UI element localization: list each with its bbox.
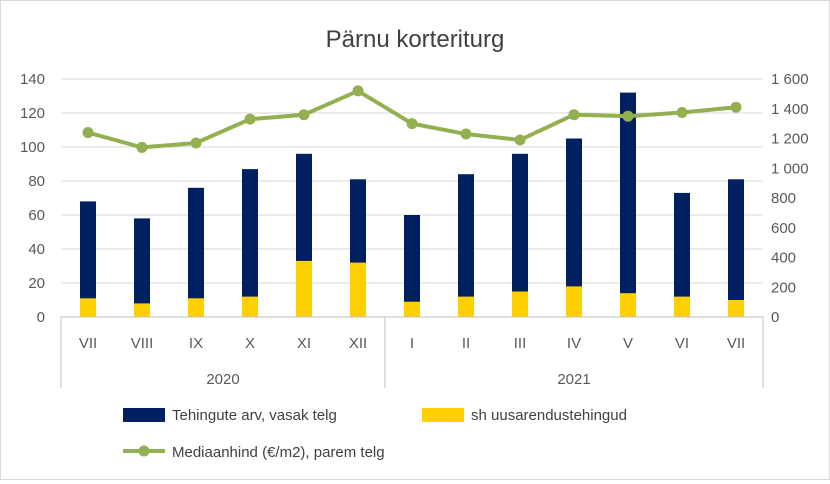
bar-transactions [458,174,474,317]
right-axis-tick-label: 1 200 [771,131,809,148]
bar-new-developments [80,298,96,317]
median-price-point [298,109,310,121]
median-price-point [82,127,94,139]
x-tick-label: XII [349,335,367,352]
x-tick-label: V [623,335,633,352]
bar-transactions [134,218,150,317]
bar-transactions [242,169,258,317]
x-tick-label: XI [297,335,311,352]
right-axis-tick-label: 1 000 [771,160,809,177]
median-price-point [514,134,526,146]
left-axis-tick-label: 0 [37,309,45,326]
left-axis-tick-label: 60 [28,207,45,224]
x-tick-label: IV [567,335,581,352]
year-group-label: 2021 [557,371,590,388]
legend-label-transactions: Tehingute arv, vasak telg [172,407,337,424]
year-group-label: 2020 [206,371,239,388]
x-tick-label: VII [79,335,97,352]
left-axis-tick-label: 140 [20,71,45,88]
legend-label-median-price: Mediaanhind (€/m2), parem telg [172,444,385,461]
left-axis-tick-label: 120 [20,105,45,122]
price-line [82,85,742,153]
legend-swatch-transactions [123,408,165,422]
median-price-point [460,128,472,140]
bar-new-developments [350,262,366,317]
x-tick-label: IX [189,335,203,352]
legend-swatch-median-price-marker [138,445,150,457]
right-axis-tick-label: 800 [771,190,796,207]
right-axis-tick-label: 1 600 [771,71,809,88]
left-axis-tick-label: 100 [20,139,45,156]
bar-new-developments [728,300,744,317]
median-price-point [622,110,634,122]
right-axis-tick-label: 1 400 [771,101,809,118]
bar-transactions [674,192,690,317]
bar-new-developments [620,293,636,317]
median-price-point [406,118,418,130]
x-tick-label: VI [675,335,689,352]
x-tick-label: VIII [131,335,154,352]
left-axis-tick-label: 80 [28,173,45,190]
median-price-point [676,106,688,118]
legend-label-new-developments: sh uusarendustehingud [471,407,627,424]
bar-transactions [512,153,528,317]
right-axis-tick-label: 400 [771,250,796,267]
chart-title: Pärnu korteriturg [326,26,505,53]
bar-transactions [728,179,744,317]
bar-new-developments [296,260,312,317]
right-axis-tick-label: 600 [771,220,796,237]
median-price-point [190,137,202,149]
median-price-point [352,85,364,97]
bar-transactions [404,215,420,317]
right-axis-ticks: 0 200 400 600 800 1 000 1 200 1 400 1 600 [771,71,809,326]
right-axis-tick-label: 200 [771,279,796,296]
median-price-point [136,141,148,153]
x-tick-label: III [514,335,527,352]
bar-new-developments [458,296,474,317]
bar-new-developments [134,303,150,317]
bar-new-developments [512,291,528,317]
median-price-point [730,101,742,113]
bar-new-developments [566,286,582,317]
right-axis-tick-label: 0 [771,309,779,326]
bar-transactions [566,138,582,317]
bar-transactions [188,187,204,317]
x-tick-label: II [462,335,470,352]
left-axis-tick-label: 20 [28,275,45,292]
median-price-point [244,113,256,125]
bar-new-developments [188,298,204,317]
x-tick-label: VII [727,335,745,352]
bar-new-developments [674,296,690,317]
median-price-point [568,109,580,121]
bars [80,92,744,317]
bar-new-developments [242,296,258,317]
x-tick-label: X [245,335,255,352]
left-axis-tick-label: 40 [28,241,45,258]
left-axis-ticks: 0 20 40 60 80 100 120 140 [20,71,45,326]
x-tick-label: I [410,335,414,352]
legend: Tehingute arv, vasak telg sh uusarendust… [123,407,627,461]
bar-transactions [80,201,96,317]
bar-new-developments [404,301,420,317]
legend-swatch-new-developments [422,408,464,422]
bar-transactions [620,92,636,317]
